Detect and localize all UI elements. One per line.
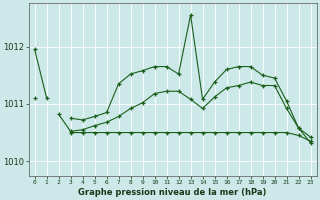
X-axis label: Graphe pression niveau de la mer (hPa): Graphe pression niveau de la mer (hPa): [78, 188, 267, 197]
